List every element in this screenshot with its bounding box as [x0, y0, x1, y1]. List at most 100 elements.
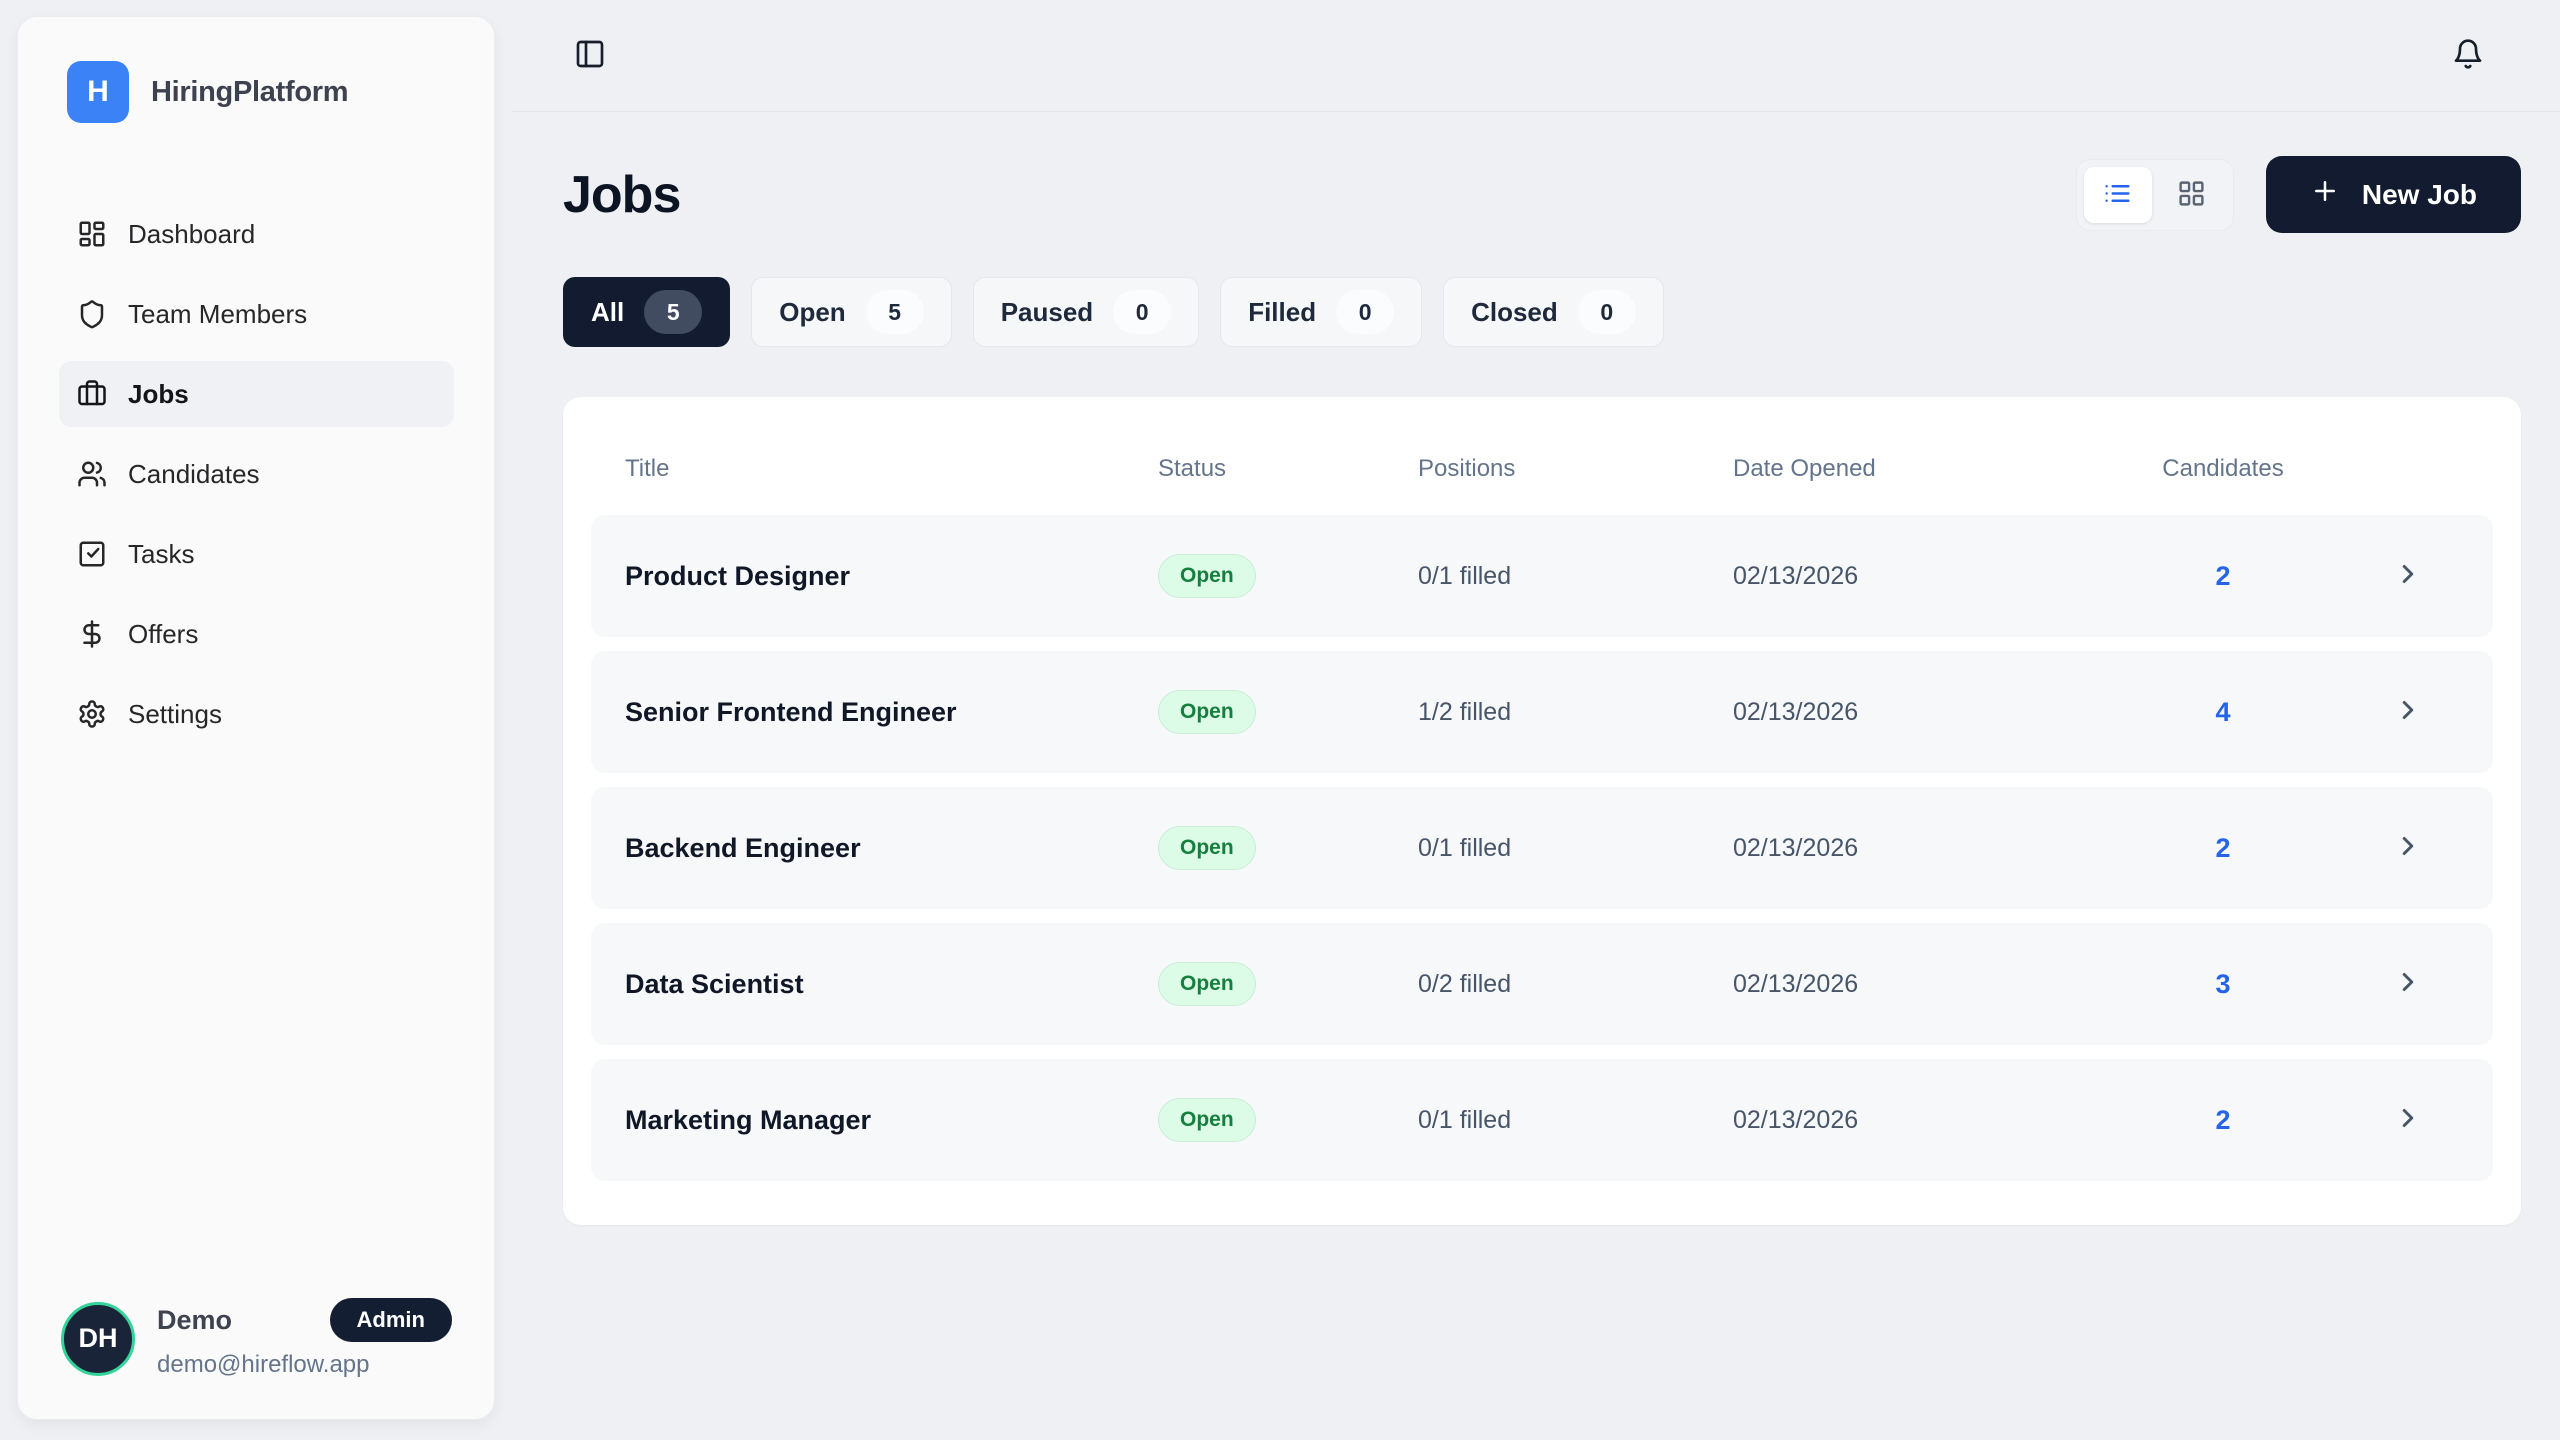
sidebar-item-label: Tasks — [128, 538, 195, 569]
filter-count-badge: 0 — [1113, 290, 1172, 334]
brand-name: HiringPlatform — [151, 75, 349, 108]
status-badge: Open — [1158, 1098, 1256, 1142]
panel-left-icon — [574, 38, 606, 73]
brand: H HiringPlatform — [59, 61, 454, 123]
chevron-right-icon — [2393, 1103, 2423, 1138]
chevron-right-icon — [2393, 559, 2423, 594]
topbar — [512, 0, 2560, 112]
chevron-right-icon — [2393, 695, 2423, 730]
sidebar-item-offers[interactable]: Offers — [59, 601, 454, 667]
filter-closed[interactable]: Closed 0 — [1443, 277, 1664, 347]
avatar-initials: DH — [78, 1323, 118, 1353]
row-open-button[interactable] — [2323, 695, 2493, 730]
list-view-icon — [2103, 179, 2132, 211]
row-open-button[interactable] — [2323, 1103, 2493, 1138]
job-date-opened: 02/13/2026 — [1733, 969, 1859, 998]
sidebar-item-label: Offers — [128, 618, 199, 649]
job-date-opened: 02/13/2026 — [1733, 561, 1859, 590]
filter-paused[interactable]: Paused 0 — [972, 277, 1200, 347]
filter-count-badge: 0 — [1577, 290, 1636, 334]
gear-icon — [77, 699, 107, 729]
job-date-opened: 02/13/2026 — [1733, 833, 1859, 862]
table-row[interactable]: Product Designer Open 0/1 filled 02/13/2… — [591, 515, 2493, 637]
check-square-icon — [77, 539, 107, 569]
briefcase-icon — [77, 379, 107, 409]
filter-open[interactable]: Open 5 — [751, 277, 952, 347]
sidebar-item-team-members[interactable]: Team Members — [59, 281, 454, 347]
table-row[interactable]: Backend Engineer Open 0/1 filled 02/13/2… — [591, 787, 2493, 909]
row-open-button[interactable] — [2323, 559, 2493, 594]
avatar: DH — [61, 1301, 135, 1376]
user-card[interactable]: DH Demo Admin demo@hireflow.app — [59, 1298, 454, 1385]
sidebar-item-label: Settings — [128, 698, 222, 729]
users-icon — [77, 459, 107, 489]
grid-view-icon — [2177, 179, 2206, 211]
table-row[interactable]: Data Scientist Open 0/2 filled 02/13/202… — [591, 923, 2493, 1045]
sidebar-item-label: Team Members — [128, 298, 308, 329]
filter-label: Paused — [1000, 296, 1094, 327]
row-open-button[interactable] — [2323, 831, 2493, 866]
sidebar-item-label: Candidates — [128, 458, 260, 489]
candidates-count[interactable]: 4 — [2215, 696, 2231, 727]
dollar-icon — [77, 619, 107, 649]
sidebar-item-label: Jobs — [128, 378, 189, 409]
row-open-button[interactable] — [2323, 967, 2493, 1002]
column-header-title: Title — [625, 455, 670, 482]
status-badge: Open — [1158, 554, 1256, 598]
job-date-opened: 02/13/2026 — [1733, 697, 1859, 726]
sidebar-item-tasks[interactable]: Tasks — [59, 521, 454, 587]
filter-count-badge: 5 — [644, 290, 703, 334]
filter-label: All — [591, 296, 625, 327]
job-positions: 1/2 filled — [1418, 697, 1512, 726]
grid-view-button[interactable] — [2158, 167, 2226, 223]
candidates-count[interactable]: 2 — [2215, 1104, 2231, 1135]
sidebar-item-candidates[interactable]: Candidates — [59, 441, 454, 507]
jobs-table-card: Title Status Positions Date Opened Candi… — [563, 397, 2521, 1225]
chevron-right-icon — [2393, 831, 2423, 866]
status-badge: Open — [1158, 826, 1256, 870]
job-title: Senior Frontend Engineer — [625, 696, 957, 727]
notifications-button[interactable] — [2446, 32, 2490, 79]
status-badge: Open — [1158, 690, 1256, 734]
table-row[interactable]: Senior Frontend Engineer Open 1/2 filled… — [591, 651, 2493, 773]
new-job-label: New Job — [2361, 178, 2477, 210]
filter-all[interactable]: All 5 — [563, 277, 731, 347]
user-name: Demo — [157, 1304, 233, 1335]
table-row[interactable]: Marketing Manager Open 0/1 filled 02/13/… — [591, 1059, 2493, 1181]
sidebar-item-label: Dashboard — [128, 218, 256, 249]
candidates-count[interactable]: 2 — [2215, 832, 2231, 863]
job-positions: 0/1 filled — [1418, 833, 1512, 862]
job-title: Data Scientist — [625, 968, 804, 999]
sidebar-item-settings[interactable]: Settings — [59, 681, 454, 747]
sidebar: H HiringPlatform Dashboard Team Members — [17, 16, 495, 1420]
candidates-count[interactable]: 2 — [2215, 560, 2231, 591]
brand-logo-letter: H — [87, 75, 109, 108]
status-filters: All 5 Open 5 Paused 0 Filled 0 Closed — [563, 277, 2521, 347]
column-header-date-opened: Date Opened — [1733, 455, 1876, 482]
column-header-positions: Positions — [1418, 455, 1516, 482]
main-area: Jobs — [512, 0, 2560, 1440]
filter-label: Closed — [1471, 296, 1558, 327]
table-header: Title Status Positions Date Opened Candi… — [591, 427, 2493, 515]
sidebar-toggle-button[interactable] — [568, 32, 612, 79]
job-positions: 0/1 filled — [1418, 1105, 1512, 1134]
new-job-button[interactable]: New Job — [2265, 156, 2521, 233]
job-positions: 0/1 filled — [1418, 561, 1512, 590]
dashboard-icon — [77, 219, 107, 249]
list-view-button[interactable] — [2083, 166, 2152, 223]
page-title: Jobs — [563, 165, 681, 224]
job-title: Backend Engineer — [625, 832, 861, 863]
filter-label: Filled — [1248, 296, 1317, 327]
shield-icon — [77, 299, 107, 329]
sidebar-item-dashboard[interactable]: Dashboard — [59, 201, 454, 267]
role-badge: Admin — [329, 1298, 452, 1342]
user-email: demo@hireflow.app — [157, 1351, 370, 1378]
job-title: Product Designer — [625, 560, 851, 591]
status-badge: Open — [1158, 962, 1256, 1006]
filter-filled[interactable]: Filled 0 — [1220, 277, 1423, 347]
sidebar-item-jobs[interactable]: Jobs — [59, 361, 454, 427]
content: Jobs — [512, 112, 2560, 1440]
job-positions: 0/2 filled — [1418, 969, 1512, 998]
candidates-count[interactable]: 3 — [2215, 968, 2231, 999]
